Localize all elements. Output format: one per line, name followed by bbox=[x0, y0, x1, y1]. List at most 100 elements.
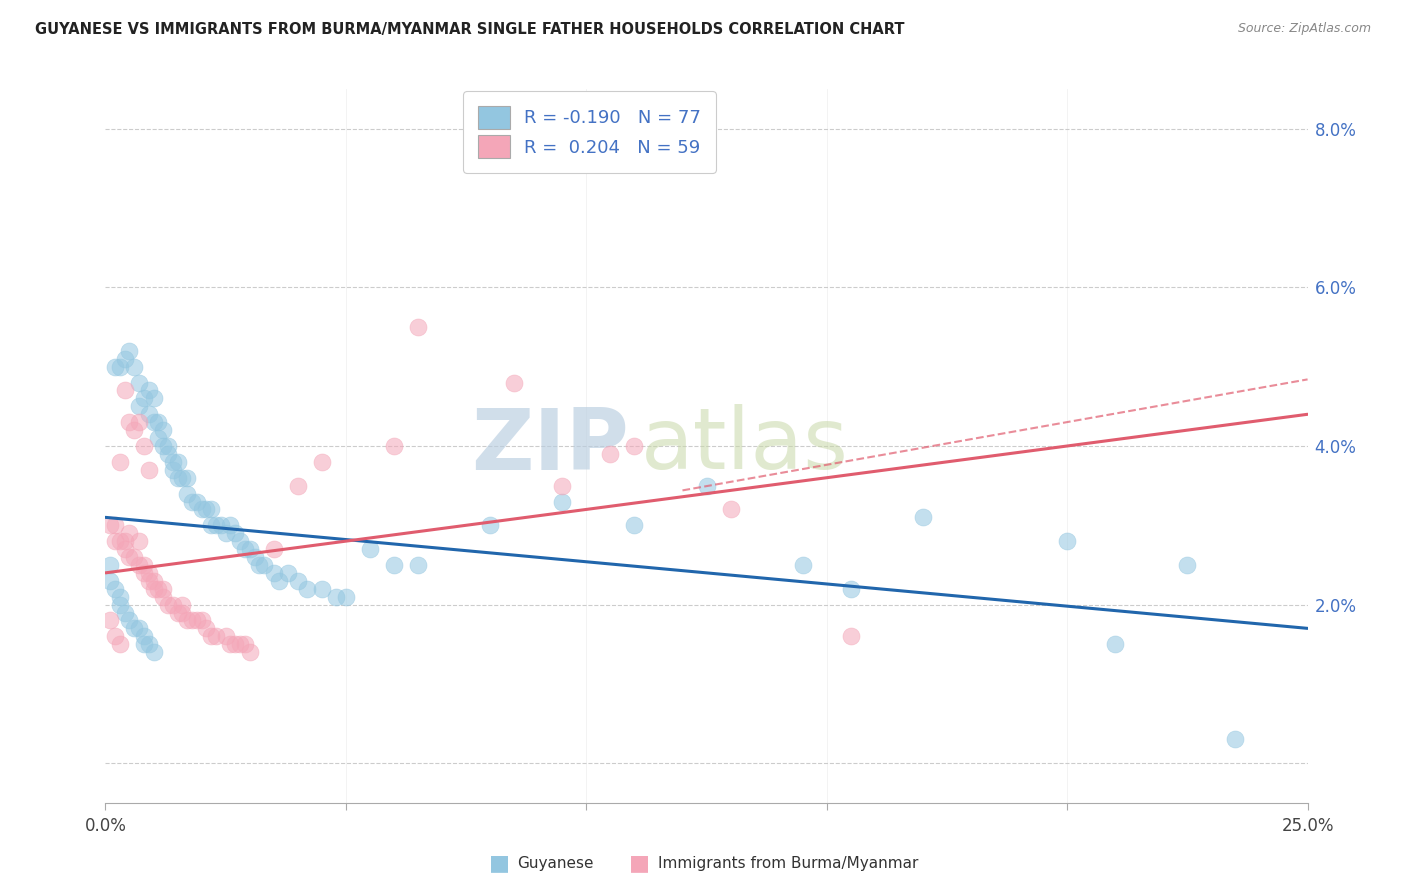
Text: GUYANESE VS IMMIGRANTS FROM BURMA/MYANMAR SINGLE FATHER HOUSEHOLDS CORRELATION C: GUYANESE VS IMMIGRANTS FROM BURMA/MYANMA… bbox=[35, 22, 904, 37]
Point bbox=[108, 455, 131, 469]
Point bbox=[623, 518, 645, 533]
Point bbox=[142, 582, 165, 596]
Point bbox=[243, 549, 266, 564]
Point bbox=[124, 549, 146, 564]
Text: Immigrants from Burma/Myanmar: Immigrants from Burma/Myanmar bbox=[658, 856, 918, 871]
Point bbox=[138, 384, 160, 398]
Point bbox=[166, 606, 188, 620]
Point bbox=[172, 471, 194, 485]
Point bbox=[98, 614, 121, 628]
Point bbox=[219, 518, 242, 533]
Point bbox=[138, 637, 160, 651]
Point bbox=[132, 566, 155, 580]
Point bbox=[142, 574, 165, 588]
Point bbox=[263, 566, 285, 580]
Point bbox=[277, 566, 299, 580]
Point bbox=[382, 439, 405, 453]
Point bbox=[205, 629, 228, 643]
Point bbox=[156, 447, 179, 461]
Point bbox=[229, 637, 252, 651]
Point bbox=[104, 359, 127, 374]
Point bbox=[325, 590, 347, 604]
Point bbox=[1225, 732, 1247, 747]
Point bbox=[287, 574, 309, 588]
Point bbox=[118, 549, 141, 564]
Text: Guyanese: Guyanese bbox=[517, 856, 593, 871]
Point bbox=[297, 582, 319, 596]
Point bbox=[551, 494, 574, 508]
Point bbox=[108, 637, 131, 651]
Point bbox=[200, 502, 222, 516]
Point bbox=[287, 478, 309, 492]
Point bbox=[229, 534, 252, 549]
Text: Source: ZipAtlas.com: Source: ZipAtlas.com bbox=[1237, 22, 1371, 36]
Point bbox=[152, 439, 174, 453]
Point bbox=[479, 518, 502, 533]
Point bbox=[128, 534, 150, 549]
Point bbox=[108, 598, 131, 612]
Point bbox=[104, 518, 127, 533]
Point bbox=[108, 359, 131, 374]
Point bbox=[138, 574, 160, 588]
Point bbox=[176, 614, 198, 628]
Point bbox=[124, 621, 146, 635]
Point bbox=[132, 439, 155, 453]
Point bbox=[214, 526, 236, 541]
Point bbox=[195, 621, 218, 635]
Point bbox=[148, 582, 170, 596]
Point bbox=[839, 582, 862, 596]
Point bbox=[200, 629, 222, 643]
Text: ■: ■ bbox=[489, 854, 509, 873]
Point bbox=[503, 376, 526, 390]
Point bbox=[132, 637, 155, 651]
Point bbox=[118, 415, 141, 429]
Point bbox=[114, 542, 136, 557]
Point bbox=[152, 423, 174, 437]
Point bbox=[1056, 534, 1078, 549]
Point bbox=[406, 558, 429, 572]
Point bbox=[224, 637, 246, 651]
Point bbox=[406, 320, 429, 334]
Point bbox=[124, 359, 146, 374]
Point bbox=[142, 645, 165, 659]
Point bbox=[148, 431, 170, 445]
Legend: R = -0.190   N = 77, R =  0.204   N = 59: R = -0.190 N = 77, R = 0.204 N = 59 bbox=[463, 91, 716, 173]
Point bbox=[138, 463, 160, 477]
Point bbox=[166, 471, 188, 485]
Point bbox=[162, 455, 184, 469]
Point bbox=[138, 566, 160, 580]
Point bbox=[132, 629, 155, 643]
Point bbox=[839, 629, 862, 643]
Point bbox=[186, 494, 208, 508]
Point bbox=[152, 590, 174, 604]
Point bbox=[359, 542, 381, 557]
Point bbox=[108, 590, 131, 604]
Point bbox=[195, 502, 218, 516]
Point bbox=[205, 518, 228, 533]
Point bbox=[118, 343, 141, 358]
Point bbox=[176, 471, 198, 485]
Point bbox=[104, 629, 127, 643]
Point bbox=[114, 606, 136, 620]
Point bbox=[263, 542, 285, 557]
Text: atlas: atlas bbox=[640, 404, 848, 488]
Point bbox=[233, 637, 256, 651]
Point bbox=[128, 621, 150, 635]
Point bbox=[172, 606, 194, 620]
Point bbox=[128, 415, 150, 429]
Point bbox=[233, 542, 256, 557]
Text: ■: ■ bbox=[630, 854, 650, 873]
Point bbox=[181, 614, 204, 628]
Point bbox=[132, 558, 155, 572]
Point bbox=[696, 478, 718, 492]
Point bbox=[1175, 558, 1198, 572]
Point bbox=[219, 637, 242, 651]
Point bbox=[128, 400, 150, 414]
Point bbox=[108, 534, 131, 549]
Point bbox=[176, 486, 198, 500]
Point bbox=[128, 376, 150, 390]
Point bbox=[98, 574, 121, 588]
Point bbox=[599, 447, 621, 461]
Point bbox=[138, 407, 160, 421]
Point bbox=[124, 423, 146, 437]
